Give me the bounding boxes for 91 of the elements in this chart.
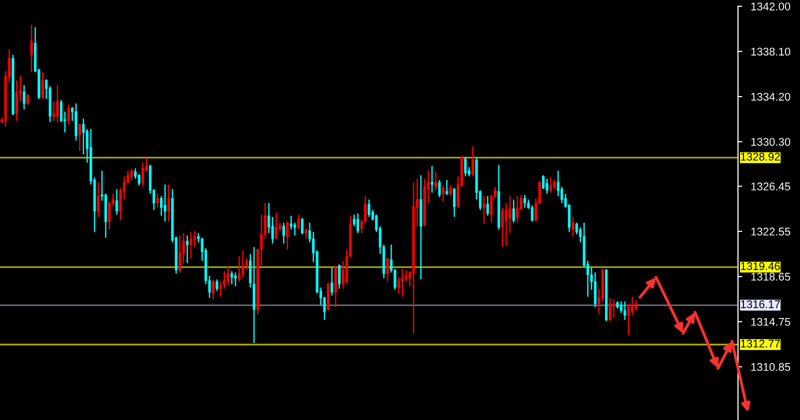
- candlestick: [352, 214, 356, 227]
- candlestick: [542, 174, 545, 190]
- candlestick: [501, 207, 504, 248]
- candlestick: [549, 176, 552, 194]
- candlestick: [67, 104, 70, 125]
- candlestick: [193, 230, 196, 248]
- candlestick: [78, 124, 82, 152]
- candlestick: [190, 231, 192, 260]
- candlestick: [594, 272, 597, 308]
- ref-line-label: 1319.46: [741, 262, 780, 270]
- candlestick: [141, 162, 144, 188]
- y-tick-label: 1322.55: [751, 228, 790, 236]
- candlestick: [226, 266, 230, 286]
- candlestick: [430, 165, 434, 194]
- candlestick: [26, 94, 30, 106]
- candlestick: [116, 188, 118, 216]
- candlestick: [238, 256, 240, 282]
- candlestick: [546, 178, 548, 194]
- candlestick: [178, 234, 182, 274]
- candlestick: [15, 80, 18, 122]
- candlestick: [612, 298, 616, 318]
- candlestick: [452, 187, 456, 218]
- candlestick: [274, 212, 278, 240]
- candlestick: [575, 222, 578, 235]
- y-tick-label: 1334.20: [751, 92, 790, 101]
- candlestick: [22, 84, 26, 110]
- candlestick: [230, 270, 234, 285]
- candlestick: [156, 193, 159, 208]
- candlestick: [530, 204, 534, 222]
- candlestick: [504, 202, 508, 246]
- candlestick: [401, 268, 404, 298]
- candlestick: [212, 278, 215, 300]
- candlestick: [234, 272, 237, 287]
- candlestick: [397, 276, 400, 294]
- y-tick-label: 1310.85: [751, 363, 790, 371]
- candlestick: [486, 195, 489, 216]
- ref-line-label: 1312.77: [741, 340, 780, 348]
- candlestick: [624, 300, 626, 321]
- candlestick: [30, 24, 33, 73]
- candlestick: [186, 234, 189, 264]
- candlestick: [41, 72, 44, 100]
- candlestick: [442, 185, 444, 202]
- candlestick: [386, 256, 389, 282]
- ref-line-label: 1316.17: [741, 300, 780, 308]
- candlestick: [516, 195, 519, 224]
- candlestick: [438, 179, 441, 198]
- candlestick: [434, 171, 438, 191]
- y-tick-label: 1342.00: [751, 2, 790, 10]
- candlestick: [490, 194, 493, 224]
- candlestick: [304, 228, 308, 240]
- candlestick: [96, 182, 100, 218]
- candlestick: [286, 220, 289, 250]
- candlestick: [338, 264, 341, 290]
- candlestick: [446, 179, 448, 196]
- candlestick: [56, 84, 59, 123]
- candlestick: [160, 195, 163, 216]
- y-tick-label: 1326.45: [751, 182, 790, 190]
- candlestick: [300, 217, 304, 235]
- y-tick-label: 1330.30: [751, 138, 790, 146]
- candlestick: [634, 300, 638, 312]
- candlestick: [282, 222, 286, 244]
- candlestick: [449, 185, 452, 197]
- candlestick: [356, 212, 360, 234]
- candlestick: [134, 168, 137, 180]
- candlestick: [368, 198, 370, 218]
- candlestick: [130, 168, 133, 181]
- y-tick-label: 1318.65: [751, 272, 790, 281]
- candlestick: [553, 179, 556, 190]
- candlestick: [164, 184, 166, 222]
- candlestick: [167, 184, 170, 222]
- y-tick-label: 1314.75: [751, 318, 790, 326]
- candlestick: [572, 216, 574, 238]
- candlestick: [608, 297, 612, 322]
- candlestick: [245, 258, 248, 270]
- candlestick: [297, 214, 300, 230]
- candlestick: [108, 201, 111, 230]
- y-tick-label: 1338.10: [751, 48, 790, 56]
- candlestick: [330, 267, 334, 296]
- candlestick: [294, 222, 296, 236]
- candlestick: [464, 156, 467, 178]
- candlestick: [52, 100, 56, 122]
- ref-line-label: 1328.92: [741, 152, 780, 161]
- candlestick: [242, 250, 244, 278]
- candlestick: [216, 278, 218, 292]
- candlestick: [620, 300, 622, 314]
- candlestick: [512, 198, 515, 224]
- candlestick: [631, 296, 634, 316]
- candlestick: [472, 146, 474, 178]
- candlestick: [60, 99, 62, 123]
- candlestick: [482, 195, 486, 224]
- candlestick: [523, 194, 526, 208]
